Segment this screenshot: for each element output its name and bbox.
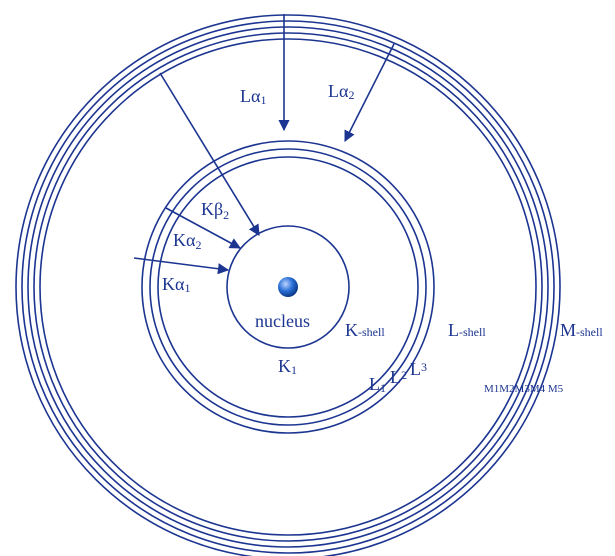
la1-label: Lα1	[240, 86, 266, 107]
ka2-arrow	[165, 207, 241, 249]
l-shell-rings	[141, 140, 435, 434]
k-shell-label: K-shell	[345, 320, 385, 340]
m4-ring	[21, 20, 555, 554]
ka2-label: Kα2	[173, 230, 201, 252]
nucleus-label: nucleus	[255, 311, 310, 331]
la2-label: Lα2	[328, 81, 354, 102]
kb2-arrow	[159, 72, 260, 236]
l1-ring	[157, 156, 419, 418]
nucleus-dot	[278, 277, 298, 297]
l2-ring	[149, 148, 427, 426]
l1-label: L1	[369, 374, 386, 395]
m-shell-rings	[15, 14, 561, 556]
kb2-label: Kβ2	[201, 199, 229, 222]
m1-ring	[39, 38, 537, 536]
la2-arrow	[344, 43, 395, 142]
ka1-arrow	[133, 257, 230, 275]
l3-label: L3	[410, 359, 427, 379]
transition-arrows	[133, 14, 395, 275]
m2-ring	[33, 32, 543, 542]
m-subshells-label: M1M2M3M4 M5	[484, 383, 564, 395]
k-shell-ring	[226, 225, 350, 349]
ka1-label: Kα1	[162, 274, 190, 295]
m3-ring	[27, 26, 549, 548]
m-shell-label: M-shell	[560, 320, 603, 340]
m5-ring	[15, 14, 561, 556]
l2-label: L2	[390, 367, 407, 387]
l3-ring	[141, 140, 435, 434]
l-shell-label: L-shell	[448, 320, 486, 340]
k1-label: K1	[278, 356, 297, 377]
